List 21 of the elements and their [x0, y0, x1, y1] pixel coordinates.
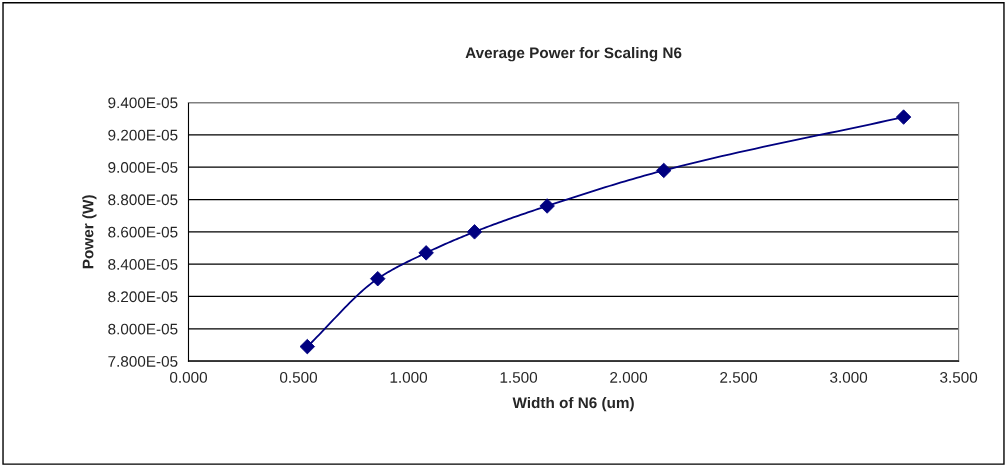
y-tick-label: 7.800E-05: [108, 356, 178, 367]
y-tick-label: 8.000E-05: [108, 323, 178, 335]
x-tick-label: 1.500: [500, 371, 538, 383]
x-tick-label: 2.000: [610, 371, 648, 383]
x-tick-label: 2.500: [720, 371, 758, 383]
y-tick-label: 9.200E-05: [108, 129, 178, 141]
x-axis-title: Width of N6 (um): [512, 396, 634, 412]
y-tick-label: 8.600E-05: [108, 226, 178, 238]
chart-title: Average Power for Scaling N6: [465, 47, 682, 62]
x-tick-label: 3.000: [830, 371, 868, 383]
y-tick-label: 8.800E-05: [108, 194, 178, 206]
y-tick-label: 8.400E-05: [108, 259, 178, 270]
y-tick-label: 9.400E-05: [108, 97, 178, 109]
x-tick-label: 0.000: [169, 371, 208, 383]
x-tick-label: 3.500: [940, 371, 978, 383]
y-tick-label: 9.000E-05: [108, 162, 178, 173]
x-tick-label: 0.500: [279, 371, 318, 383]
y-axis-title: Power (W): [82, 195, 97, 269]
x-tick-label: 1.000: [390, 371, 428, 383]
point: [539, 198, 555, 214]
y-tick-label: 8.200E-05: [108, 291, 178, 303]
